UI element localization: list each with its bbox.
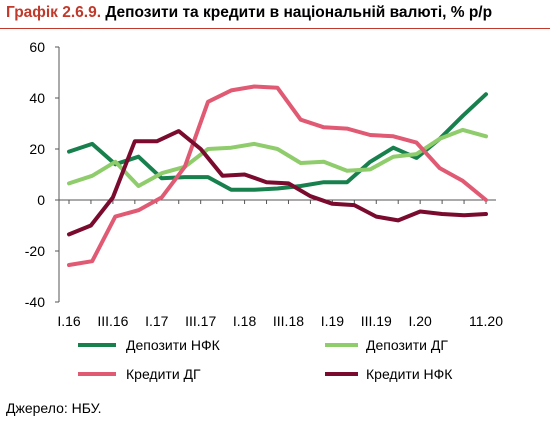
chart-number: Графік 2.6.9. xyxy=(6,4,101,21)
x-tick-label: III.17 xyxy=(185,313,216,329)
x-tick-label: I.19 xyxy=(321,313,345,329)
x-tick-labels: I.16 III.16 I.17 III.17 I.18 III.18 I.19 III.19… xyxy=(57,313,503,329)
y-tick-label: -20 xyxy=(25,243,45,259)
x-tick-label: I.18 xyxy=(233,313,257,329)
series-line-1 xyxy=(67,127,488,188)
x-tick-label: III.18 xyxy=(273,313,304,329)
y-tick-label: 20 xyxy=(29,141,45,157)
legend-label-3: Кредити НФК xyxy=(366,366,453,382)
x-tick-label: I.17 xyxy=(145,313,169,329)
y-tick-label: 0 xyxy=(37,192,45,208)
series-line-3 xyxy=(67,129,488,237)
y-tick-label: 60 xyxy=(29,39,45,55)
legend-label-0: Депозити НФК xyxy=(126,337,221,353)
x-tick-label: 11.20 xyxy=(469,313,503,329)
x-tick-label: III.16 xyxy=(97,313,128,329)
series-line-2 xyxy=(67,84,488,267)
y-tick-label: -40 xyxy=(25,294,45,310)
y-tick-labels: -40 -20 0 20 40 60 xyxy=(25,39,45,310)
legend-label-1: Депозити ДГ xyxy=(366,337,448,353)
chart-axes xyxy=(55,46,496,303)
chart-title: Графік 2.6.9. Депозити та кредити в наці… xyxy=(6,4,492,22)
series-lines xyxy=(67,84,488,267)
source-note: Джерело: НБУ. xyxy=(6,400,102,416)
x-tick-label: I.16 xyxy=(57,313,81,329)
y-tick-label: 40 xyxy=(29,90,45,106)
title-rule xyxy=(0,28,550,29)
series-line-0 xyxy=(67,92,488,192)
chart-title-text: Депозити та кредити в національній валют… xyxy=(105,4,493,21)
legend-label-2: Кредити ДГ xyxy=(126,366,201,382)
legend: Депозити НФК Депозити ДГ Кредити ДГ Кредити… xyxy=(78,337,453,382)
x-tick-label: III.19 xyxy=(361,313,392,329)
x-tick-label: I.20 xyxy=(408,313,432,329)
